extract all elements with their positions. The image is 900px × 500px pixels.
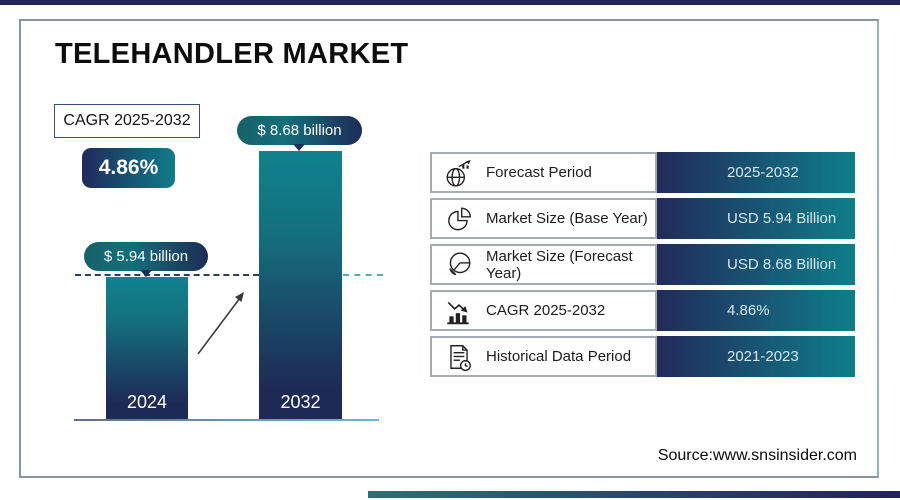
table-row-value: 2025-2032 — [727, 164, 799, 181]
chart-baseline — [74, 419, 379, 421]
pie-chart-exploded-icon — [448, 207, 471, 230]
growth-arrow-icon — [197, 292, 244, 355]
pie-chart-icon — [449, 252, 471, 275]
table-row-label: Market Size (Base Year) — [486, 210, 648, 227]
table-row-value: USD 5.94 Billion — [727, 210, 837, 227]
table-row-value-cell: 2021-2023 — [657, 336, 855, 377]
cagr-period-label: CAGR 2025-2032 — [63, 112, 191, 129]
bar-2032: 2032 — [259, 151, 342, 420]
cagr-value: 4.86% — [98, 156, 159, 179]
table-row-label: Forecast Period — [486, 164, 592, 181]
value-callout-2032-text: $ 8.68 billion — [257, 122, 342, 139]
bar-2024-label: 2024 — [126, 392, 168, 412]
table-row-label-cell: CAGR 2025-2032 — [430, 290, 657, 331]
document-clock-icon — [450, 344, 471, 371]
table-row-label-cell: Market Size (Base Year) — [430, 198, 657, 239]
table-row: Forecast Period 2025-2032 — [430, 152, 855, 193]
table-row-label-cell: Historical Data Period — [430, 336, 657, 377]
top-accent-bar — [0, 0, 900, 5]
table-row-label-cell: Forecast Period — [430, 152, 657, 193]
table-row-value-cell: USD 5.94 Billion — [657, 198, 855, 239]
table-row: Historical Data Period 2021-2023 — [430, 336, 855, 377]
bar-chart-trend-icon — [447, 301, 469, 324]
bar-2024: 2024 — [106, 277, 188, 420]
table-row: Market Size (Base Year) USD 5.94 Billion — [430, 198, 855, 239]
globe-trend-icon — [446, 159, 471, 187]
reference-dashed-line-left — [75, 274, 259, 276]
source-credit: Source:www.snsinsider.com — [657, 447, 857, 464]
table-row-label: Historical Data Period — [486, 348, 632, 365]
page-title: TELEHANDLER MARKET — [55, 38, 409, 70]
bar-2032-label: 2032 — [280, 392, 321, 412]
table-row-value-cell: USD 8.68 Billion — [657, 244, 855, 285]
table-row: Market Size (Forecast Year) USD 8.68 Bil… — [430, 244, 855, 285]
table-row-value: 4.86% — [727, 302, 770, 319]
table-row-label: Market Size (Forecast Year) — [486, 247, 633, 282]
table-row-label: CAGR 2025-2032 — [486, 302, 606, 319]
bottom-accent-bar — [368, 491, 900, 498]
value-callout-2032: $ 8.68 billion — [237, 116, 362, 145]
table-row-value: 2021-2023 — [727, 348, 799, 365]
callout-pointer-2024 — [140, 270, 152, 277]
value-callout-2024-text: $ 5.94 billion — [103, 248, 189, 265]
callout-pointer-2032 — [293, 144, 305, 151]
cagr-period-box: CAGR 2025-2032 — [54, 104, 200, 138]
table-row-label-cell: Market Size (Forecast Year) — [430, 244, 657, 285]
table-row-value: USD 8.68 Billion — [727, 256, 837, 273]
cagr-value-badge: 4.86% — [82, 148, 175, 188]
value-callout-2024: $ 5.94 billion — [84, 242, 208, 271]
table-row: CAGR 2025-2032 4.86% — [430, 290, 855, 331]
table-row-value-cell: 4.86% — [657, 290, 855, 331]
table-row-value-cell: 2025-2032 — [657, 152, 855, 193]
reference-dashed-line-right — [343, 274, 383, 276]
